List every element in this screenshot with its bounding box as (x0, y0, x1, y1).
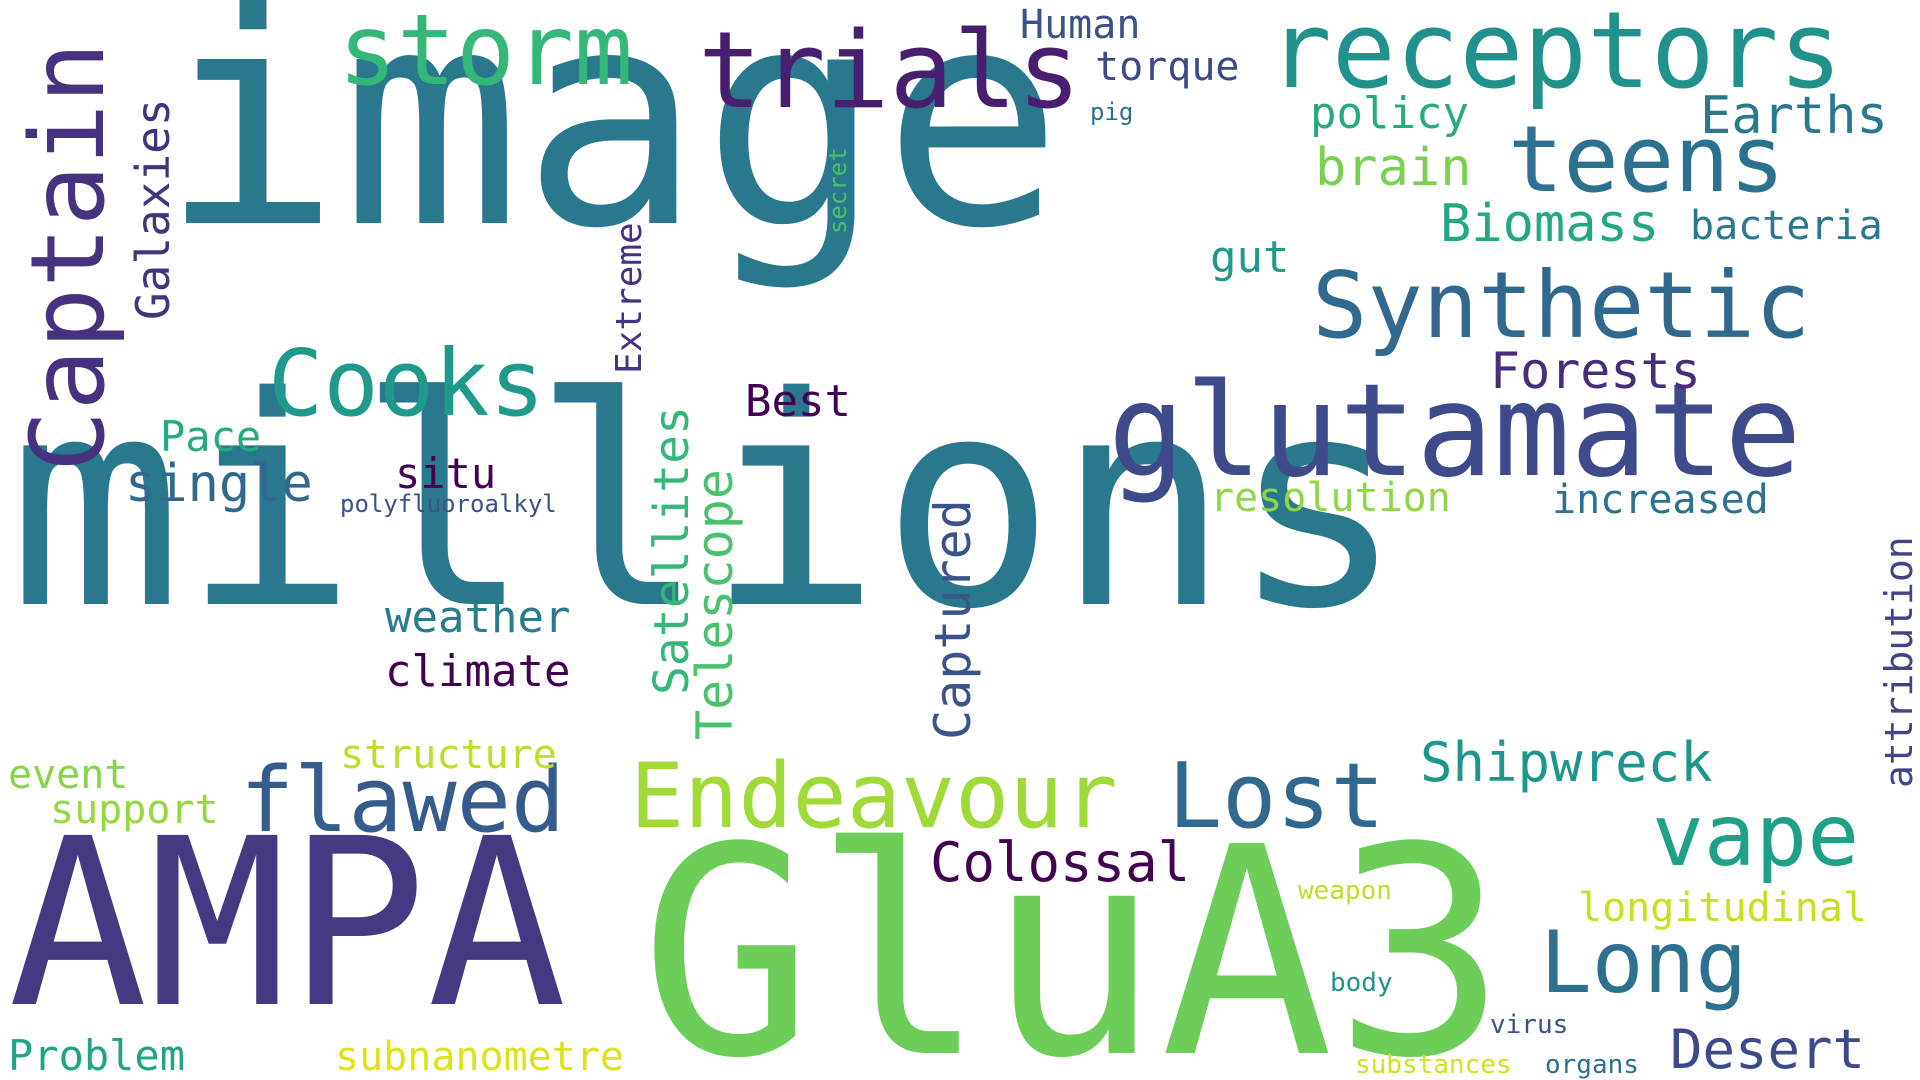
word-storm: storm (338, 0, 634, 108)
word-teens: teens (1508, 106, 1785, 213)
word-polyfluoroalkyl: polyfluoroalkyl (340, 490, 557, 518)
word-ampa: AMPA (8, 789, 567, 1059)
word-torque: torque (1095, 44, 1240, 90)
word-extreme: Extreme (609, 222, 650, 374)
word-pig: pig (1090, 98, 1134, 126)
word-desert: Desert (1670, 1018, 1866, 1080)
word-event: event (8, 752, 129, 798)
word-single: single (125, 454, 313, 514)
word-glutamate: glutamate (1108, 357, 1802, 506)
word-shipwreck: Shipwreck (1420, 731, 1713, 794)
word-pace: Pace (160, 412, 262, 461)
word-vape: vape (1652, 786, 1860, 886)
word-gut: gut (1210, 232, 1290, 283)
word-lost: Lost (1168, 744, 1385, 849)
word-galaxies: Galaxies (126, 98, 180, 320)
word-human: Human (1020, 2, 1141, 48)
word-virus: virus (1490, 1010, 1569, 1040)
word-cooks: Cooks (268, 330, 545, 437)
word-subnanometre: subnanometre (335, 1034, 624, 1080)
word-forests: Forests (1490, 342, 1701, 400)
word-increased: increased (1552, 477, 1769, 523)
word-long: Long (1540, 913, 1748, 1013)
word-image: image (160, 0, 1064, 294)
word-situ: situ (395, 449, 497, 498)
word-longitudinal: longitudinal (1578, 885, 1867, 931)
word-resolution: resolution (1210, 475, 1451, 521)
word-support: support (50, 787, 219, 833)
word-earths: Earths (1700, 86, 1888, 146)
word-captain: Captain (9, 42, 128, 472)
word-best: Best (745, 376, 851, 427)
word-flawed: flawed (240, 748, 566, 853)
word-synthetic: Synthetic (1312, 252, 1811, 359)
word-trials: trials (698, 9, 1081, 132)
word-endeavour: Endeavour (630, 744, 1118, 849)
word-body: body (1330, 968, 1393, 998)
word-millions: millions (8, 336, 1405, 673)
word-captured: Captured (924, 499, 982, 740)
word-colossal: Colossal (930, 831, 1191, 894)
word-biomass: Biomass (1440, 194, 1660, 254)
word-policy: policy (1310, 88, 1469, 139)
word-attribution: attribution (1877, 536, 1920, 788)
word-bacteria: bacteria (1690, 203, 1883, 249)
word-secret: secret (824, 147, 852, 234)
word-weapon: weapon (1298, 876, 1392, 906)
word-structure: structure (340, 732, 557, 778)
word-climate: climate (385, 646, 571, 697)
word-telescope: Telescope (686, 469, 744, 740)
word-brain: brain (1315, 138, 1472, 198)
word-receptors: receptors (1268, 0, 1843, 112)
word-problem: Problem (8, 1031, 186, 1080)
word-organs: organs (1545, 1050, 1639, 1080)
word-glua3: GluA3 (640, 786, 1507, 1080)
word-weather: weather (385, 592, 571, 643)
word-substances: substances (1355, 1050, 1512, 1080)
